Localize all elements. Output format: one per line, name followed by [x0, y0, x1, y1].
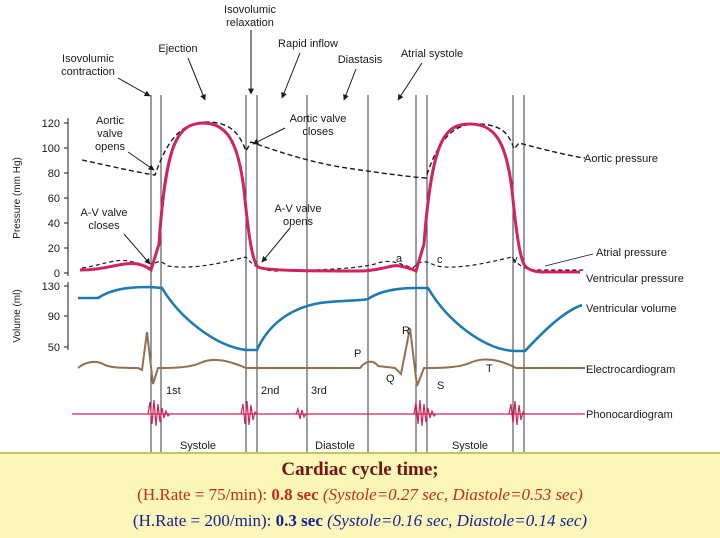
label-aortic-valve-opens: Aortic valve opens [95, 115, 125, 153]
pressure-tick: 20 [48, 243, 60, 255]
caption-row1-detail: (Systole=0.27 sec, Diastole=0.53 sec) [318, 485, 583, 504]
phase-label-isovolumic-contraction: Isovolumic contraction [61, 53, 115, 78]
pressure-axis-title: Pressure (mm Hg) [12, 157, 23, 239]
third-heart-sound-burst [295, 406, 307, 420]
wave-label-v: v [512, 254, 518, 266]
trace-label-ventricular-volume: Ventricular volume [586, 303, 677, 315]
leader-atrial-pressure [544, 253, 594, 267]
volume-tick: 90 [48, 311, 60, 323]
phase-label-ejection: Ejection [158, 43, 197, 55]
period-label-systole-2: Systole [452, 440, 488, 452]
arrow-atrial-systole [397, 62, 423, 101]
arrow-aortic-valve-closes [252, 127, 286, 145]
caption-row2-time: 0.3 sec [275, 511, 323, 530]
first-heart-sound-burst [147, 399, 171, 427]
caption-row2-rate: (H.Rate = 200/min): [132, 511, 276, 530]
ventricular-volume-trace [78, 285, 583, 353]
volume-tick: 50 [48, 342, 60, 354]
arrow-rapid-inflow [281, 52, 301, 99]
pressure-tick: 80 [48, 168, 60, 180]
pressure-axis [64, 118, 69, 276]
wave-label-r: R [402, 325, 410, 337]
trace-label-aortic-pressure: Aortic pressure [584, 153, 658, 165]
caption-row1-rate: (H.Rate = 75/min): [137, 485, 272, 504]
arrow-diastasis [343, 68, 357, 101]
second-heart-sound-burst [240, 400, 258, 426]
heart-sound-1st: 1st [166, 385, 181, 397]
wiggers-diagram: 120 100 80 60 40 20 0 130 90 50 Pressure… [12, 4, 684, 452]
caption-row-75bpm: (H.Rate = 75/min): 0.8 sec (Systole=0.27… [0, 482, 720, 508]
pressure-tick: 0 [54, 268, 60, 280]
wave-label-q: Q [386, 373, 395, 385]
period-label-diastole: Diastole [315, 440, 355, 452]
trace-label-ventricular-pressure: Ventricular pressure [586, 273, 684, 285]
wave-label-t: T [486, 363, 493, 375]
caption-title: Cardiac cycle time; [281, 459, 439, 480]
trace-label-atrial-pressure: Atrial pressure [596, 247, 667, 259]
arrow-isovolumic-contraction [117, 77, 151, 97]
arrow-ejection [187, 57, 206, 101]
pressure-tick: 40 [48, 218, 60, 230]
caption-row1-time: 0.8 sec [271, 485, 319, 504]
caption-row2-detail: (Systole=0.16 sec, Diastole=0.14 sec) [322, 511, 588, 530]
heart-sound-3rd: 3rd [311, 385, 327, 397]
second-heart-sound-burst-2 [508, 400, 526, 426]
heart-sound-2nd: 2nd [261, 385, 279, 397]
phonocardiogram [72, 399, 585, 427]
ventricular-pressure-trace [79, 121, 580, 274]
atrial-pressure-trace [81, 256, 585, 272]
phase-label-isovolumic-relaxation: Isovolumic relaxation [224, 4, 276, 29]
arrow-av-valve-closes [123, 233, 151, 265]
phase-boundaries [150, 95, 525, 452]
trace-label-phono: Phonocardiogram [586, 409, 673, 421]
volume-tick: 130 [42, 281, 60, 293]
label-aortic-valve-closes: Aortic valve closes [290, 113, 347, 138]
ecg-trace [77, 327, 585, 387]
label-av-valve-closes: A-V valve closes [80, 207, 127, 232]
arrow-aortic-valve-opens [127, 151, 155, 171]
wave-label-c: c [437, 254, 443, 266]
phase-label-rapid-inflow: Rapid inflow [278, 38, 338, 50]
cardiac-cycle-caption: Cardiac cycle time; (H.Rate = 75/min): 0… [0, 452, 720, 538]
period-label-systole: Systole [180, 440, 216, 452]
pressure-tick: 100 [42, 143, 60, 155]
phase-label-atrial-systole: Atrial systole [401, 48, 463, 60]
wave-label-p: P [354, 348, 361, 360]
pressure-tick: 60 [48, 193, 60, 205]
phase-label-diastasis: Diastasis [338, 54, 383, 66]
trace-label-ecg: Electrocardiogram [586, 364, 675, 376]
volume-axis [64, 282, 69, 350]
label-av-valve-opens: A-V valve opens [274, 203, 321, 228]
pressure-tick: 120 [42, 118, 60, 130]
first-heart-sound-burst-2 [413, 399, 437, 427]
caption-row-200bpm: (H.Rate = 200/min): 0.3 sec (Systole=0.1… [0, 508, 720, 534]
volume-axis-title: Volume (ml) [12, 289, 23, 342]
wave-label-a: a [396, 253, 403, 265]
arrow-av-valve-opens [261, 227, 291, 263]
wave-label-s: S [437, 380, 444, 392]
